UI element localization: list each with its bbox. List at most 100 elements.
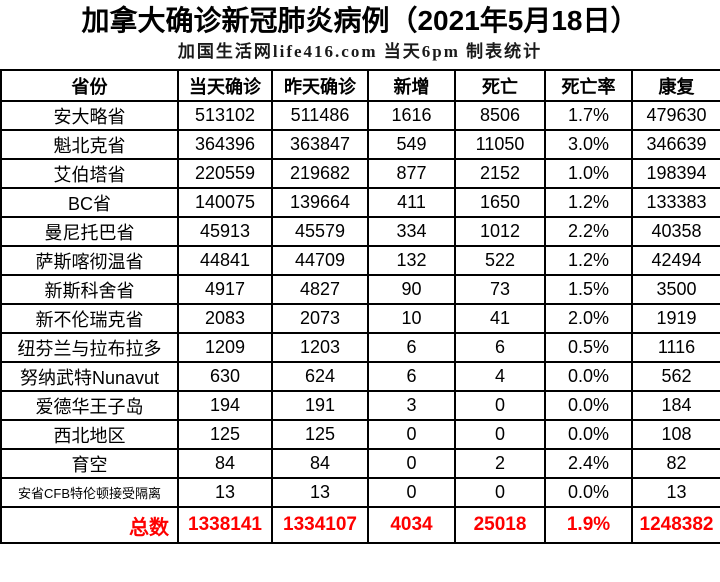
- cell-death-rate: 1.2%: [544, 245, 633, 276]
- cell-death-rate: 0.0%: [544, 419, 633, 450]
- cell-recovered: 3500: [631, 274, 720, 305]
- cell-new: 3: [367, 390, 456, 421]
- table-body: 安大略省 513102 511486 1616 8506 1.7% 479630 魁北克省 36…: [0, 100, 720, 544]
- cell-yesterday-confirmed: 84: [271, 448, 369, 479]
- cell-deaths: 8506: [454, 100, 546, 131]
- table-header-row: 省份 当天确诊 昨天确诊 新增 死亡 死亡率 康复: [0, 69, 720, 102]
- cell-today-confirmed: 630: [177, 361, 273, 392]
- covid-cases-table: 省份 当天确诊 昨天确诊 新增 死亡 死亡率 康复 安大略省 513102 511486 1616…: [0, 69, 720, 544]
- cell-province: 艾伯塔省: [0, 158, 179, 189]
- cell-province: 努纳武特Nunavut: [0, 361, 179, 392]
- cell-deaths: 0: [454, 477, 546, 508]
- table-row: 安省CFB特伦顿接受隔离 13 13 0 0 0.0% 13: [0, 477, 720, 508]
- cell-death-rate: 1.5%: [544, 274, 633, 305]
- cell-death-rate: 1.9%: [544, 506, 633, 544]
- cell-today-confirmed: 140075: [177, 187, 273, 218]
- cell-recovered: 40358: [631, 216, 720, 247]
- cell-new: 0: [367, 419, 456, 450]
- cell-death-rate: 0.0%: [544, 390, 633, 421]
- cell-recovered: 108: [631, 419, 720, 450]
- cell-today-confirmed: 84: [177, 448, 273, 479]
- cell-deaths: 73: [454, 274, 546, 305]
- cell-province: 纽芬兰与拉布拉多: [0, 332, 179, 363]
- cell-death-rate: 1.0%: [544, 158, 633, 189]
- table-row: 安大略省 513102 511486 1616 8506 1.7% 479630: [0, 100, 720, 131]
- cell-today-confirmed: 1209: [177, 332, 273, 363]
- column-header: 昨天确诊: [271, 69, 369, 102]
- cell-new: 132: [367, 245, 456, 276]
- page-title: 加拿大确诊新冠肺炎病例（2021年5月18日）: [81, 5, 639, 36]
- cell-death-rate: 1.2%: [544, 187, 633, 218]
- cell-yesterday-confirmed: 44709: [271, 245, 369, 276]
- cell-death-rate: 2.4%: [544, 448, 633, 479]
- cell-deaths: 11050: [454, 129, 546, 160]
- cell-new: 549: [367, 129, 456, 160]
- table-row: 新斯科舍省 4917 4827 90 73 1.5% 3500: [0, 274, 720, 305]
- cell-today-confirmed: 4917: [177, 274, 273, 305]
- cell-deaths: 0: [454, 390, 546, 421]
- cell-province: 爱德华王子岛: [0, 390, 179, 421]
- cell-today-confirmed: 125: [177, 419, 273, 450]
- cell-today-confirmed: 1338141: [177, 506, 273, 544]
- cell-death-rate: 0.5%: [544, 332, 633, 363]
- cell-province: 总数: [0, 506, 179, 544]
- cell-yesterday-confirmed: 1203: [271, 332, 369, 363]
- column-header: 死亡: [454, 69, 546, 102]
- cell-province: 安大略省: [0, 100, 179, 131]
- cell-deaths: 6: [454, 332, 546, 363]
- table-row: 萨斯喀彻温省 44841 44709 132 522 1.2% 42494: [0, 245, 720, 276]
- page-subtitle: 加国生活网life416.com 当天6pm 制表统计: [177, 42, 543, 61]
- cell-yesterday-confirmed: 1334107: [271, 506, 369, 544]
- cell-today-confirmed: 45913: [177, 216, 273, 247]
- cell-deaths: 41: [454, 303, 546, 334]
- cell-yesterday-confirmed: 13: [271, 477, 369, 508]
- cell-recovered: 1919: [631, 303, 720, 334]
- cell-recovered: 13: [631, 477, 720, 508]
- cell-province: 萨斯喀彻温省: [0, 245, 179, 276]
- cell-province: 新斯科舍省: [0, 274, 179, 305]
- cell-province: BC省: [0, 187, 179, 218]
- cell-new: 0: [367, 448, 456, 479]
- cell-new: 411: [367, 187, 456, 218]
- cell-deaths: 4: [454, 361, 546, 392]
- cell-yesterday-confirmed: 363847: [271, 129, 369, 160]
- cell-new: 6: [367, 361, 456, 392]
- cell-deaths: 2: [454, 448, 546, 479]
- cell-yesterday-confirmed: 125: [271, 419, 369, 450]
- cell-today-confirmed: 194: [177, 390, 273, 421]
- cell-new: 1616: [367, 100, 456, 131]
- cell-today-confirmed: 513102: [177, 100, 273, 131]
- cell-province: 曼尼托巴省: [0, 216, 179, 247]
- column-header: 新增: [367, 69, 456, 102]
- cell-yesterday-confirmed: 191: [271, 390, 369, 421]
- cell-deaths: 1012: [454, 216, 546, 247]
- cell-deaths: 0: [454, 419, 546, 450]
- cell-death-rate: 3.0%: [544, 129, 633, 160]
- cell-recovered: 184: [631, 390, 720, 421]
- cell-province: 新不伦瑞克省: [0, 303, 179, 334]
- cell-recovered: 479630: [631, 100, 720, 131]
- table-row: 魁北克省 364396 363847 549 11050 3.0% 346639: [0, 129, 720, 160]
- column-header: 省份: [0, 69, 179, 102]
- cell-today-confirmed: 364396: [177, 129, 273, 160]
- cell-yesterday-confirmed: 139664: [271, 187, 369, 218]
- cell-new: 6: [367, 332, 456, 363]
- cell-yesterday-confirmed: 45579: [271, 216, 369, 247]
- cell-death-rate: 1.7%: [544, 100, 633, 131]
- cell-deaths: 1650: [454, 187, 546, 218]
- cell-recovered: 562: [631, 361, 720, 392]
- column-header: 当天确诊: [177, 69, 273, 102]
- cell-province: 魁北克省: [0, 129, 179, 160]
- cell-new: 877: [367, 158, 456, 189]
- table-row: 纽芬兰与拉布拉多 1209 1203 6 6 0.5% 1116: [0, 332, 720, 363]
- cell-new: 334: [367, 216, 456, 247]
- cell-yesterday-confirmed: 511486: [271, 100, 369, 131]
- cell-recovered: 82: [631, 448, 720, 479]
- cell-recovered: 1116: [631, 332, 720, 363]
- cell-new: 4034: [367, 506, 456, 544]
- cell-today-confirmed: 2083: [177, 303, 273, 334]
- cell-recovered: 346639: [631, 129, 720, 160]
- cell-yesterday-confirmed: 2073: [271, 303, 369, 334]
- cell-today-confirmed: 13: [177, 477, 273, 508]
